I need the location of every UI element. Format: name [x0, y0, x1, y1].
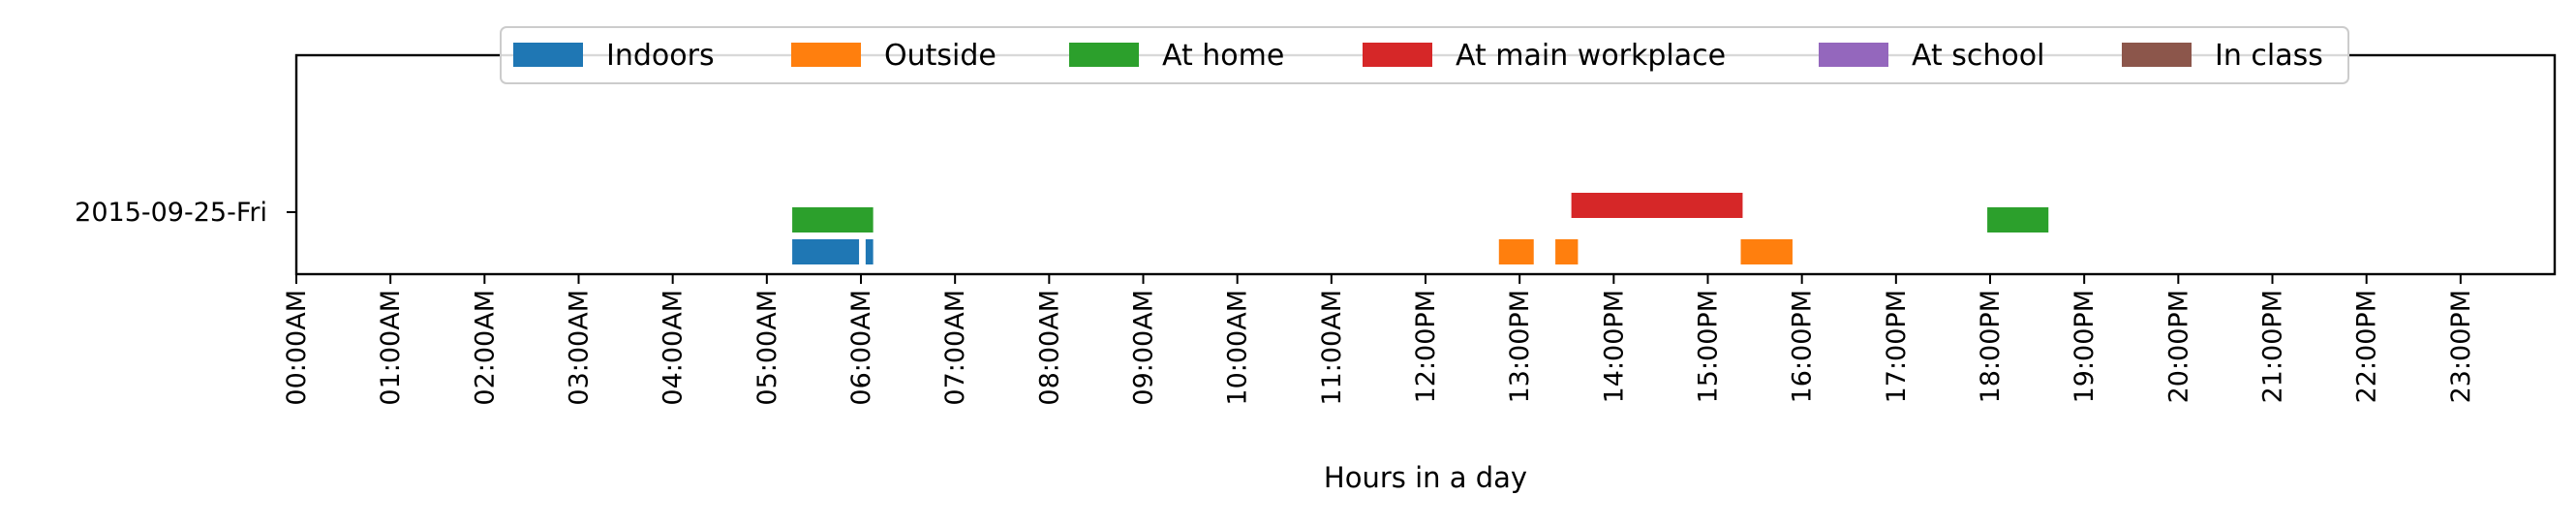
x-tick-label: 20:00PM	[2163, 290, 2193, 403]
x-tick-label: 16:00PM	[1788, 290, 1818, 403]
activity-bars	[792, 193, 2049, 264]
x-tick-label: 07:00AM	[940, 290, 970, 406]
x-tick-label: 17:00PM	[1882, 290, 1912, 403]
x-tick-label: 23:00PM	[2446, 290, 2476, 403]
legend-swatch-at-home	[1069, 43, 1139, 67]
legend-swatch-at-school	[1819, 43, 1888, 67]
legend-label-at-main-workplace: At main workplace	[1456, 39, 1726, 73]
bar-outside	[1740, 239, 1793, 264]
legend-label-at-school: At school	[1912, 39, 2044, 73]
bar-outside	[1555, 239, 1579, 264]
bar-outside	[1498, 239, 1534, 264]
legend-swatch-indoors	[513, 43, 583, 67]
x-tick-label: 14:00PM	[1599, 290, 1629, 403]
x-tick-label: 19:00PM	[2070, 290, 2100, 403]
bar-at-home	[1987, 207, 2049, 232]
x-tick-label: 05:00AM	[752, 290, 782, 406]
x-tick-label: 02:00AM	[470, 290, 500, 406]
x-tick-label: 01:00AM	[376, 290, 406, 406]
bar-indoors	[865, 239, 874, 264]
y-tick-label-date: 2015-09-25-Fri	[75, 198, 267, 228]
x-tick-label: 11:00AM	[1317, 290, 1347, 406]
x-axis-label: Hours in a day	[1324, 461, 1527, 494]
legend-label-outside: Outside	[884, 39, 997, 73]
x-tick-label: 10:00AM	[1223, 290, 1253, 406]
x-tick-label: 03:00AM	[565, 290, 595, 406]
legend-label-indoors: Indoors	[606, 39, 715, 73]
legend-swatch-at-main-workplace	[1363, 43, 1432, 67]
bar-indoors	[792, 239, 860, 264]
x-tick-label: 22:00PM	[2352, 290, 2382, 403]
x-tick-label: 00:00AM	[282, 290, 312, 406]
x-tick-label: 15:00PM	[1694, 290, 1724, 403]
legend-swatch-outside	[791, 43, 861, 67]
x-tick-label: 04:00AM	[659, 290, 689, 406]
legend-swatch-in-class	[2122, 43, 2192, 67]
x-tick-label: 08:00AM	[1034, 290, 1064, 406]
plot-frame	[294, 53, 2557, 276]
bar-at-home	[792, 207, 874, 232]
x-tick-label: 18:00PM	[1976, 290, 2006, 403]
legend-label-at-home: At home	[1162, 39, 1284, 73]
x-tick-label: 09:00AM	[1129, 290, 1159, 406]
x-tick-label: 13:00PM	[1505, 290, 1535, 403]
legend: Indoors Outside At home At main workplace At…	[500, 26, 2349, 84]
x-tick-label: 12:00PM	[1411, 290, 1441, 403]
bar-at-main-workplace	[1571, 193, 1743, 218]
legend-label-in-class: In class	[2215, 39, 2323, 73]
x-axis-ticks: 00:00AM 01:00AM 02:00AM 03:00AM 04:00AM 05:00…	[282, 274, 2476, 406]
x-tick-label: 06:00AM	[846, 290, 876, 406]
x-tick-label: 21:00PM	[2258, 290, 2288, 403]
